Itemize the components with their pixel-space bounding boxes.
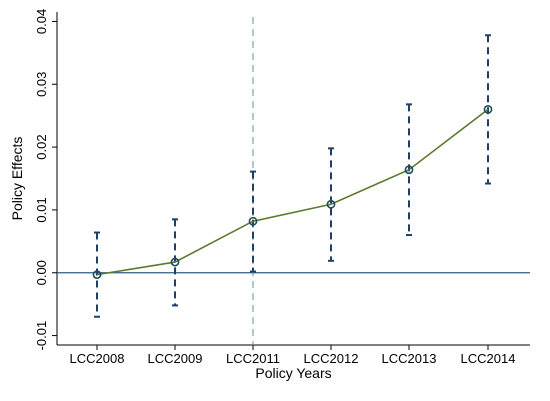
x-tick-label: LCC2013 xyxy=(382,351,437,366)
estimate-point xyxy=(92,270,102,280)
x-tick-label: LCC2014 xyxy=(461,351,516,366)
y-tick-label: 0.03 xyxy=(34,72,49,97)
x-tick-label: LCC2009 xyxy=(148,351,203,366)
estimate-point xyxy=(326,199,336,209)
estimate-point xyxy=(248,216,258,226)
y-tick-label: 0.02 xyxy=(34,134,49,159)
x-tick-label: LCC2011 xyxy=(226,351,280,366)
x-tick-label: LCC2008 xyxy=(70,351,125,366)
estimate-point xyxy=(170,257,180,267)
y-tick-label: 0.00 xyxy=(34,260,49,285)
estimate-point xyxy=(404,165,414,175)
plot-area: -0.01 0.00 0.01 0.02 0.03 0.04 LCC2008 LCC2009 L… xyxy=(34,9,530,366)
y-axis-title: Policy Effects xyxy=(9,137,25,221)
estimate-point xyxy=(483,104,493,114)
y-tick-label: -0.01 xyxy=(34,321,49,351)
x-tick-label: LCC2012 xyxy=(304,351,359,366)
estimate-line xyxy=(96,108,489,276)
x-axis-title: Policy Years xyxy=(255,365,331,381)
y-tick-label: 0.01 xyxy=(34,197,49,222)
y-tick-label: 0.04 xyxy=(34,9,49,34)
